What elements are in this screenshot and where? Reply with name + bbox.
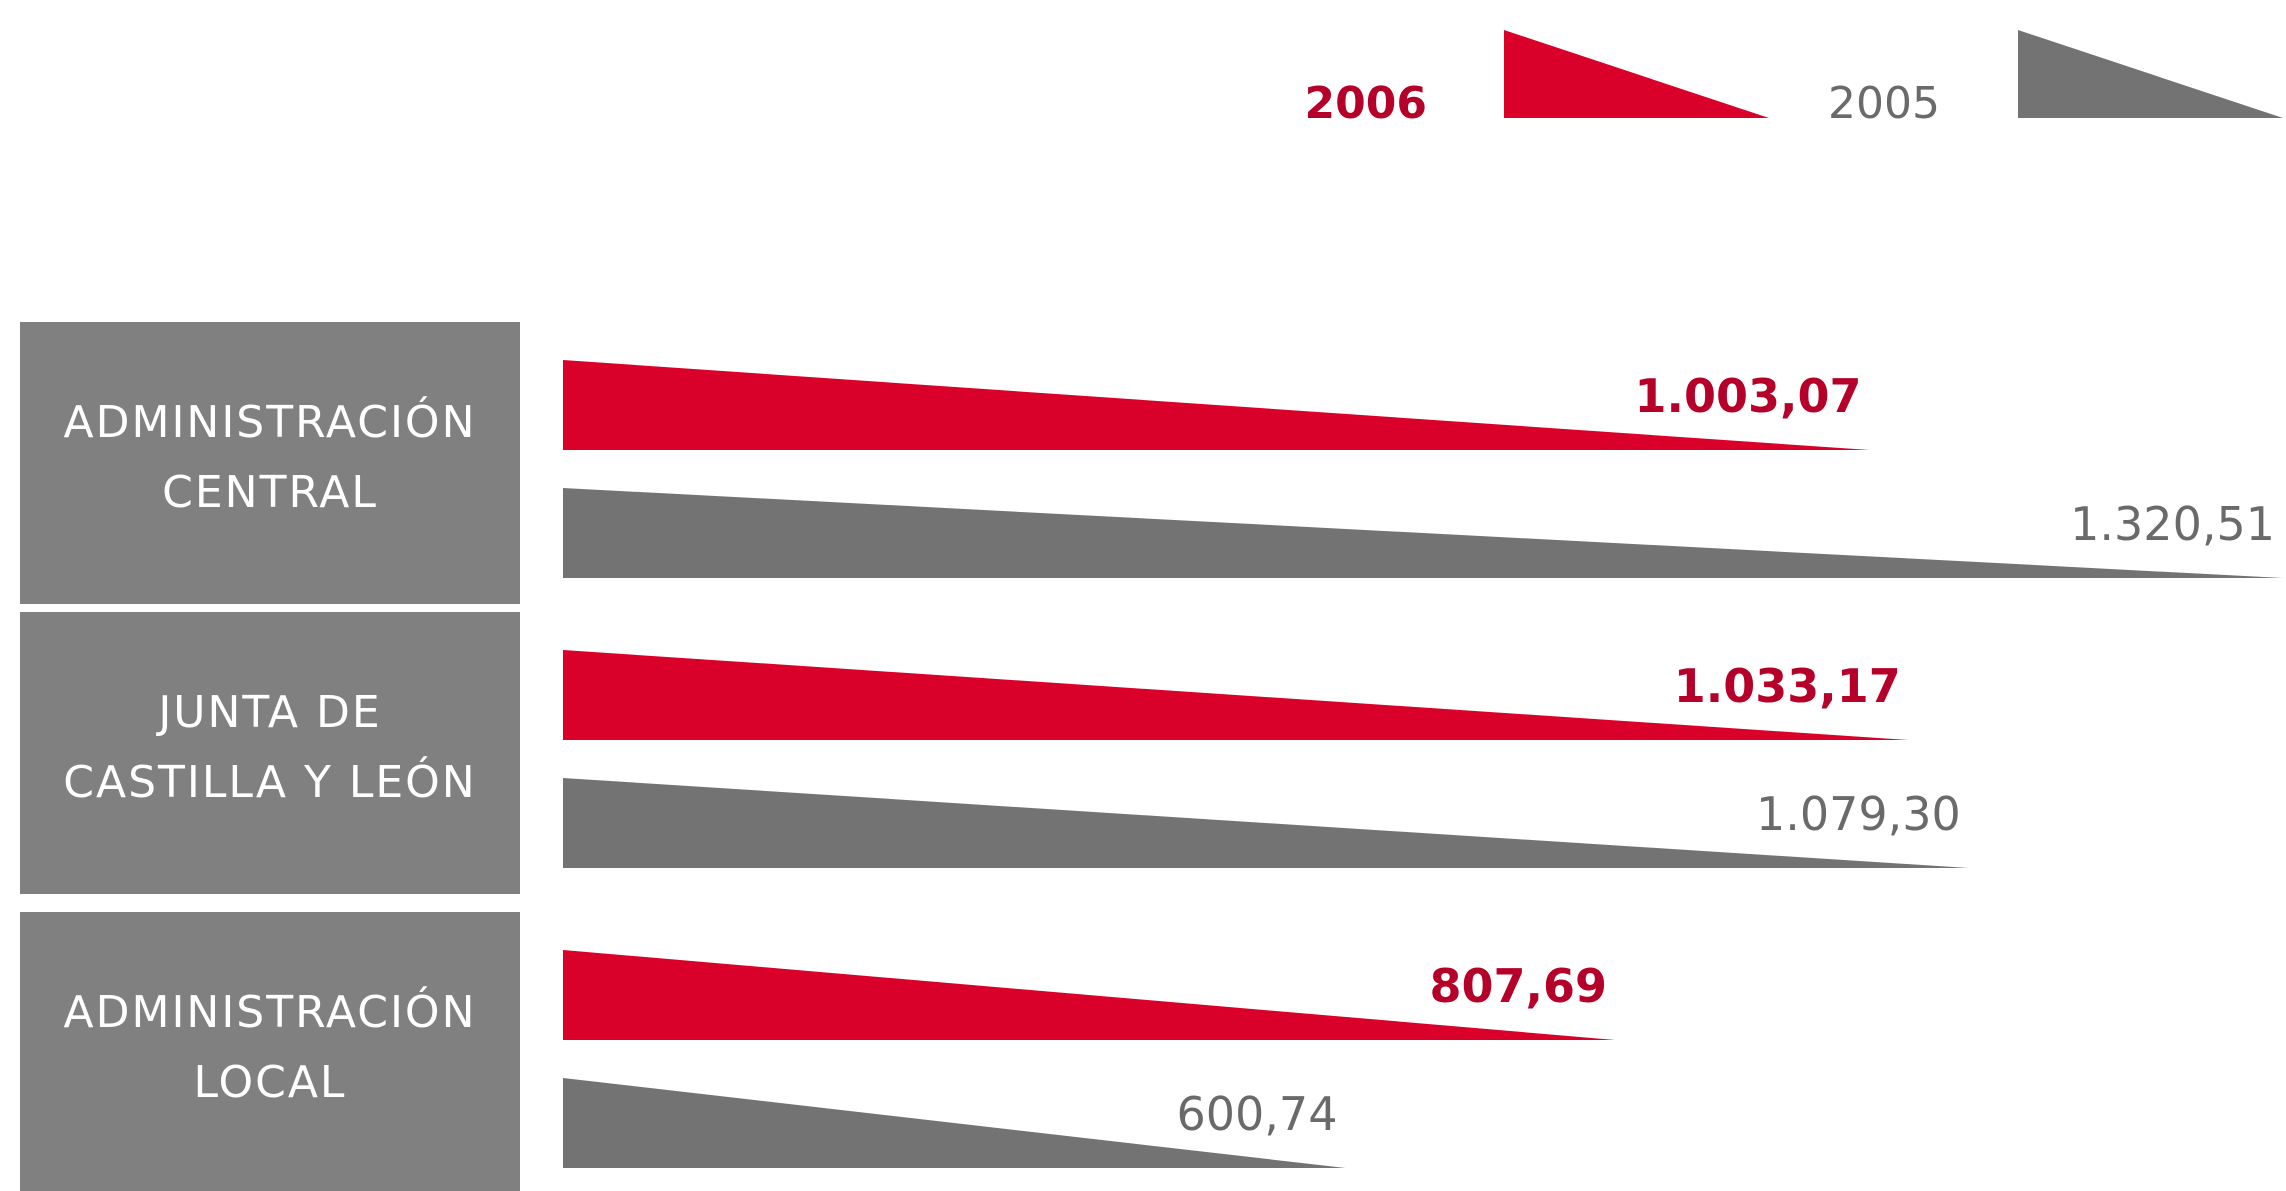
category-panel xyxy=(20,912,520,1191)
data-label-2005: 1.320,51 xyxy=(2070,497,2275,551)
category-panel xyxy=(20,322,520,604)
bar-2005 xyxy=(563,778,1969,868)
bar-2006 xyxy=(563,950,1616,1040)
bar-2006 xyxy=(563,360,1870,450)
category-label: LOCAL xyxy=(194,1057,347,1108)
bar-2005 xyxy=(563,1078,1346,1168)
data-label-2005: 600,74 xyxy=(1177,1087,1338,1141)
data-label-2006: 1.033,17 xyxy=(1674,659,1901,713)
data-label-2006: 1.003,07 xyxy=(1635,369,1862,423)
legend-label-2005: 2005 xyxy=(1828,78,1940,129)
category-label: CASTILLA Y LEÓN xyxy=(63,755,476,808)
data-label-2006: 807,69 xyxy=(1430,959,1608,1013)
bar-2006 xyxy=(563,650,1909,740)
legend-swatch-2006 xyxy=(1504,30,1769,118)
bar-2005 xyxy=(563,488,2283,578)
data-label-2005: 1.079,30 xyxy=(1756,787,1961,841)
category-panel xyxy=(20,612,520,894)
category-label: ADMINISTRACIÓN xyxy=(64,985,477,1038)
legend-label-2006: 2006 xyxy=(1305,78,1427,129)
category-label: JUNTA DE xyxy=(155,687,381,738)
category-label: ADMINISTRACIÓN xyxy=(64,395,477,448)
category-label: CENTRAL xyxy=(162,467,378,518)
legend-swatch-2005 xyxy=(2018,30,2283,118)
